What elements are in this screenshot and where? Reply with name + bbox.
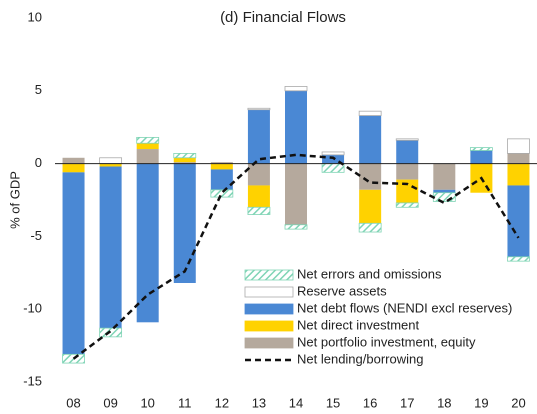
bar-segment [396,140,419,164]
bar-segment [433,163,456,190]
legend-item: Net portfolio investment, equity [244,334,476,349]
x-tick-label: 20 [511,395,525,410]
bar-segment [210,169,233,190]
legend-swatch [244,320,294,332]
bar-segment [173,162,196,164]
bar-segment [396,163,419,180]
bar-segment [395,138,419,141]
bar-segment [507,256,530,262]
legend-item: Net direct investment [244,317,419,332]
bar-segment [359,189,382,224]
x-tick-label: 15 [326,395,340,410]
bar-segment [99,166,122,329]
x-tick-label: 14 [289,395,303,410]
bar-segment [173,163,196,283]
y-tick-label: 10 [28,9,42,24]
legend-label: Net portfolio investment, equity [297,334,476,349]
bar-segment [247,185,270,208]
x-tick-label: 10 [140,395,154,410]
bar-segment [358,222,382,233]
bar-segment [469,147,493,151]
bar-segment [507,153,530,164]
legend-swatch [244,337,294,349]
x-tick-label: 13 [252,395,266,410]
bar-segment [395,202,419,208]
bar-segment [136,143,159,150]
bar-segment [62,157,85,164]
bar-segment [321,151,345,156]
bar-segment [507,185,530,257]
y-tick-label: 5 [35,82,42,97]
bar-segment [210,163,233,170]
bar-segment [358,110,382,116]
y-axis-label: % of GDP [7,171,22,229]
y-tick-label: -10 [23,301,42,316]
bar-segment [62,163,85,173]
x-tick-label: 19 [474,395,488,410]
bar-segment [210,162,233,164]
x-tick-label: 16 [363,395,377,410]
bar-segment [470,150,493,164]
legend-swatch [244,303,294,315]
legend-item: Net lending/borrowing [245,351,423,366]
x-tick-label: 18 [437,395,451,410]
bar-segment [136,149,159,164]
bar-segment [247,206,271,215]
legend-swatch [244,286,294,298]
legend-label: Net direct investment [297,317,419,332]
bar-segment [433,189,456,193]
bar-segment [507,138,530,154]
y-tick-label: -5 [30,228,42,243]
legend-item: Net debt flows (NENDI excl reserves) [244,300,512,315]
bar-segment [173,157,196,163]
bar-segment [210,189,234,198]
bar-segment [507,163,530,186]
bar-segment [247,107,271,111]
y-tick-label: -15 [23,373,42,388]
bar-segment [62,172,85,355]
chart-title: (d) Financial Flows [220,9,346,26]
x-tick-label: 17 [400,395,414,410]
bar-segment [284,224,308,230]
bar-segment [99,157,123,165]
x-tick-label: 09 [103,395,117,410]
legend-label: Reserve assets [297,283,387,298]
x-tick-label: 08 [66,395,80,410]
bar-segment [285,163,307,225]
legend-box [240,266,537,368]
bar-segment [136,163,159,323]
bar-segment [321,163,345,173]
y-tick-label: 0 [35,155,42,170]
bar-segment [432,192,456,202]
bar-segment [285,90,307,164]
legend-label: Net errors and omissions [297,266,442,281]
x-tick-label: 12 [215,395,229,410]
legend-item: Net errors and omissions [244,266,442,281]
bar-segment [99,163,122,167]
legend-item: Reserve assets [244,283,387,298]
bar-segment [136,136,160,144]
bar-segment [247,163,270,186]
bar-segment [173,153,197,159]
bar-segment [284,86,308,92]
bar-segment [359,115,382,164]
legend-label: Net debt flows (NENDI excl reserves) [297,300,512,315]
bar-segment [247,109,270,164]
bar-segment [359,163,382,190]
x-tick-label: 11 [178,395,192,410]
legend-label: Net lending/borrowing [297,351,423,366]
legend-swatch [244,269,294,281]
